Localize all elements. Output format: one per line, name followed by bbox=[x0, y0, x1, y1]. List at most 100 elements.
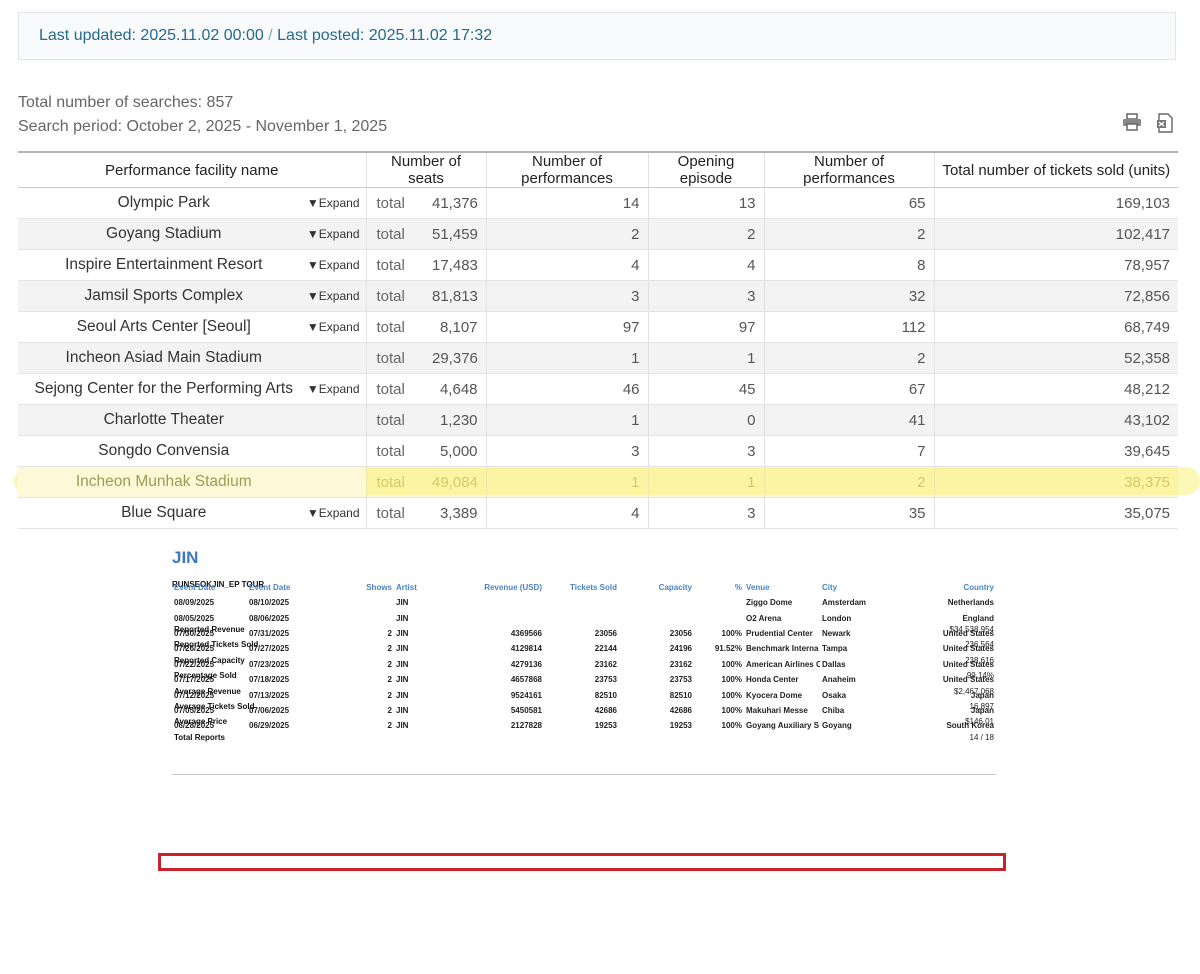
col-facility-name[interactable]: Performance facility name bbox=[18, 151, 366, 188]
print-icon[interactable] bbox=[1122, 113, 1142, 133]
table-header-row: Performance facility name Number of seat… bbox=[18, 151, 1179, 188]
expand-toggle[interactable]: ▼Expand bbox=[306, 196, 360, 210]
tour-cell-country: Japan bbox=[970, 705, 994, 715]
expand-toggle[interactable]: ▼Expand bbox=[306, 506, 360, 520]
tour-cell-venue: Prudential Center bbox=[746, 628, 813, 638]
seat-count: 29,376 bbox=[424, 342, 487, 374]
facility-name: Blue Square ▼Expand bbox=[18, 497, 366, 529]
tour-cell-shows: 2 bbox=[387, 628, 392, 638]
tour-dates-table: Event Date Event Date Shows Artist Reven… bbox=[172, 580, 996, 734]
expand-toggle[interactable]: ▼Expand bbox=[306, 382, 360, 396]
tour-cell-revenue: 9524161 bbox=[510, 690, 542, 700]
tickets-sold: 48,212 bbox=[933, 373, 1179, 405]
facility-name: Jamsil Sports Complex ▼Expand bbox=[18, 280, 366, 312]
tour-cell-end-date: 08/06/2025 bbox=[249, 613, 290, 623]
tour-cell-end-date: 07/18/2025 bbox=[249, 675, 290, 685]
tour-cell-start-date: 08/05/2025 bbox=[174, 613, 215, 623]
col-seats[interactable]: Number of seats bbox=[365, 151, 487, 188]
summary-row: Reported Capacity 238,616 bbox=[174, 656, 994, 671]
tour-cell-city: London bbox=[822, 613, 852, 623]
summary-row: Total Reports 14 / 18 bbox=[174, 733, 994, 748]
performances-count: 4 bbox=[485, 249, 649, 281]
tour-cell-revenue: 4279136 bbox=[510, 659, 542, 669]
banner-text: Last updated: 2025.11.02 00:00 / Last po… bbox=[39, 27, 492, 45]
tickets-sold: 43,102 bbox=[933, 404, 1179, 436]
last-updated-banner: Last updated: 2025.11.02 00:00 / Last po… bbox=[18, 12, 1176, 60]
performances-count: 2 bbox=[485, 218, 649, 250]
row-total-label: total bbox=[365, 218, 424, 250]
tour-cell-revenue bbox=[439, 595, 544, 610]
col-opening-episode[interactable]: Opening episode bbox=[647, 151, 765, 188]
tour-cell-artist: JIN bbox=[396, 644, 409, 654]
tour-cell-city: Goyang bbox=[822, 721, 852, 731]
excel-icon[interactable] bbox=[1156, 113, 1174, 133]
facility-name: Olympic Park ▼Expand bbox=[18, 187, 366, 219]
row-total-label: total bbox=[365, 466, 424, 498]
tour-report: JIN RUNSEOKJIN_EP TOUR Reported Revenue $… bbox=[158, 548, 1006, 871]
summary-key: Reported Capacity bbox=[174, 655, 245, 665]
tour-col-venue: Venue bbox=[746, 583, 770, 592]
facility-name-text: Sejong Center for the Performing Arts bbox=[34, 380, 293, 397]
tickets-sold: 78,957 bbox=[933, 249, 1179, 281]
tour-cell-venue: Ziggo Dome bbox=[746, 598, 793, 608]
tour-row: 07/26/2025 07/27/2025 2 JIN 4129814 22144 2419… bbox=[172, 641, 996, 656]
tour-row: 08/05/2025 08/06/2025 JIN O2 Arena London Eng… bbox=[172, 610, 996, 625]
tour-cell-start-date: 07/05/2025 bbox=[174, 705, 215, 715]
tour-col-city: City bbox=[822, 583, 838, 592]
col-performances[interactable]: Number of performances bbox=[485, 151, 649, 188]
tour-cell-city: Newark bbox=[822, 628, 851, 638]
expand-toggle[interactable]: ▼Expand bbox=[306, 227, 360, 241]
tour-cell-percent: 100% bbox=[721, 721, 742, 731]
expand-toggle[interactable]: ▼Expand bbox=[306, 289, 360, 303]
performances-count: 1 bbox=[485, 342, 649, 374]
tour-cell-shows bbox=[332, 595, 394, 610]
tour-cell-city: Chiba bbox=[822, 705, 845, 715]
opening-episode-count: 4 bbox=[647, 249, 765, 281]
tour-cell-capacity: 23162 bbox=[669, 659, 692, 669]
seat-count: 81,813 bbox=[424, 280, 487, 312]
table-row: Incheon Munhak Stadium total 49,084 1 1 2 38,3… bbox=[18, 466, 1179, 498]
seat-count: 8,107 bbox=[424, 311, 487, 343]
tickets-sold: 169,103 bbox=[933, 187, 1179, 219]
performances-count-2: 41 bbox=[763, 404, 935, 436]
tour-cell-percent: 100% bbox=[721, 628, 742, 638]
tour-cell-capacity: 19253 bbox=[669, 721, 692, 731]
performances-count-2: 2 bbox=[763, 218, 935, 250]
table-row: Charlotte Theater total 1,230 1 0 41 43,102 bbox=[18, 404, 1179, 436]
facility-name-text: Blue Square bbox=[121, 504, 207, 521]
tour-cell-start-date: 06/28/2025 bbox=[174, 721, 215, 731]
tour-row: 07/30/2025 07/31/2025 2 JIN 4369566 23056 2305… bbox=[172, 626, 996, 641]
expand-toggle[interactable]: ▼Expand bbox=[306, 258, 360, 272]
summary-value: 238,616 bbox=[965, 655, 994, 665]
facility-name-text: Incheon Munhak Stadium bbox=[75, 473, 252, 490]
tour-cell-artist: JIN bbox=[396, 690, 409, 700]
table-row: Sejong Center for the Performing Arts ▼Ex… bbox=[18, 373, 1179, 405]
box-office-table-body: Olympic Park ▼Expand total 41,376 14 13 65 169,… bbox=[18, 187, 1179, 529]
performances-count-2: 67 bbox=[763, 373, 935, 405]
table-row: Blue Square ▼Expand total 3,389 4 3 35 35,075 bbox=[18, 497, 1179, 529]
expand-toggle[interactable]: ▼Expand bbox=[306, 320, 360, 334]
facility-name-text: Olympic Park bbox=[117, 194, 210, 211]
performances-count-2: 65 bbox=[763, 187, 935, 219]
performances-count: 97 bbox=[485, 311, 649, 343]
tour-col-capacity: Capacity bbox=[658, 583, 692, 592]
tour-cell-country: United States bbox=[942, 675, 994, 685]
tour-cell-tickets-sold: 23162 bbox=[594, 659, 617, 669]
tour-cell-city: Osaka bbox=[822, 690, 847, 700]
tour-cell-capacity: 23056 bbox=[669, 628, 692, 638]
tour-cell-percent bbox=[694, 595, 744, 610]
last-updated-text: Last updated: 2025.11.02 00:00 bbox=[39, 27, 264, 44]
box-office-table: Performance facility name Number of seat… bbox=[18, 151, 1179, 529]
tour-cell-end-date: 07/31/2025 bbox=[249, 628, 290, 638]
col-performances-2[interactable]: Number of performances bbox=[763, 151, 935, 188]
tour-cell-artist: JIN bbox=[396, 675, 409, 685]
tour-cell-tickets-sold: 23753 bbox=[594, 675, 617, 685]
tour-cell-venue: Goyang Auxiliary S bbox=[746, 721, 820, 731]
seat-count: 51,459 bbox=[424, 218, 487, 250]
summary-value: 14 / 18 bbox=[969, 732, 994, 742]
tour-cell-end-date: 07/13/2025 bbox=[249, 690, 290, 700]
tour-cell-revenue: 5450581 bbox=[510, 705, 542, 715]
performances-count: 1 bbox=[485, 466, 649, 498]
tour-cell-start-date: 07/22/2025 bbox=[174, 659, 215, 669]
col-tickets-sold[interactable]: Total number of tickets sold (units) bbox=[933, 151, 1179, 188]
